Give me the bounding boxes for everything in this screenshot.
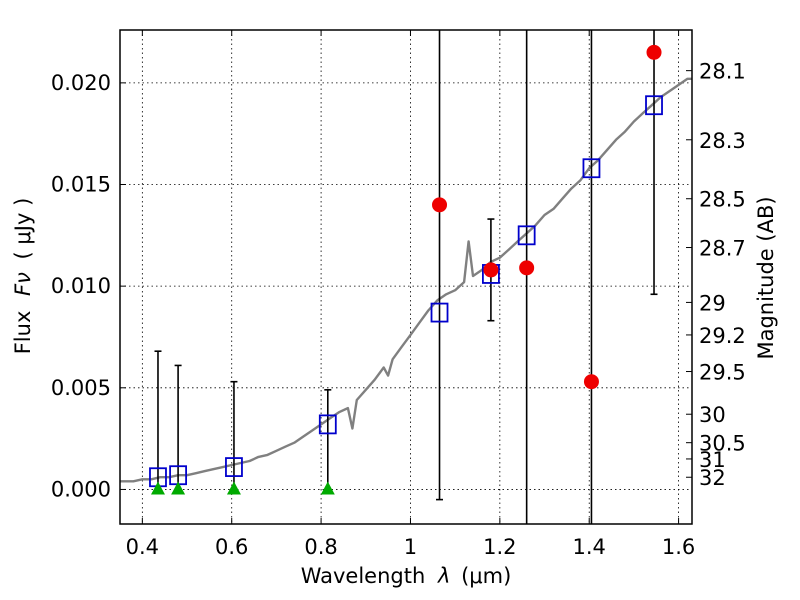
detection-point: [583, 374, 599, 390]
model-photometry-point: [225, 457, 243, 477]
y2-tick-label: 31: [699, 448, 726, 472]
model-photometry-point: [318, 414, 337, 435]
detection-point: [519, 260, 535, 276]
y-tick-label: 0.010: [51, 274, 111, 298]
model-spectrum: [120, 77, 692, 483]
detection-point: [646, 44, 662, 60]
detection-point: [432, 197, 448, 213]
y2-tick-label: 30.5: [699, 432, 746, 456]
y2-tick-label: 28.3: [699, 129, 746, 153]
x-tick-label: 1: [404, 535, 417, 559]
y2-tick-label: 29: [699, 291, 726, 315]
model-photometry-point: [517, 225, 536, 246]
y2-tick-label: 30: [699, 403, 726, 427]
model-photometry-point: [430, 302, 449, 323]
error-bars: [154, 30, 658, 524]
y2-tick-label: 32: [699, 466, 726, 490]
x-axis-title: Wavelength λ (μm): [301, 564, 512, 588]
y2-axis-title: Magnitude (AB): [754, 196, 778, 359]
x-tick-label: 0.8: [304, 535, 337, 559]
y2-tick-label: 28.1: [699, 60, 746, 84]
y2-tick-label: 29.2: [699, 324, 746, 348]
y-tick-label: 0.000: [51, 477, 111, 501]
model-spectrum-line: [120, 77, 692, 483]
upper-limit-point: [226, 481, 241, 495]
model-photometry-point: [645, 95, 663, 116]
x-tick-label: 1.6: [662, 535, 695, 559]
grid: [120, 30, 692, 524]
x-tick-label: 1.2: [483, 535, 516, 559]
model-photometry-point: [582, 158, 601, 179]
upper-limit-point: [150, 481, 165, 495]
y-tick-label: 0.005: [51, 376, 111, 400]
x-tick-label: 0.6: [215, 535, 248, 559]
x-tick-label: 1.4: [573, 535, 606, 559]
y-tick-label: 0.015: [51, 173, 111, 197]
upper-limit-point: [171, 481, 186, 495]
y-tick-label: 0.020: [51, 71, 111, 95]
markers: [149, 44, 663, 495]
x-tick-label: 0.4: [126, 535, 159, 559]
y2-tick-label: 28.5: [699, 188, 746, 212]
ticks: [120, 30, 692, 524]
plot-frame: [119, 29, 693, 525]
tick-labels: 0.4 0.6 0.8 1 1.2 1.4 1.6 0.000 0.005 0.010 0.015 0…: [51, 60, 746, 559]
upper-limit-point: [320, 481, 335, 495]
y2-tick-label: 28.7: [699, 237, 746, 261]
y-axis-title: Flux Fν ( μJy ): [11, 198, 35, 355]
y2-tick-label: 29.5: [699, 361, 746, 385]
detection-point: [483, 262, 499, 278]
